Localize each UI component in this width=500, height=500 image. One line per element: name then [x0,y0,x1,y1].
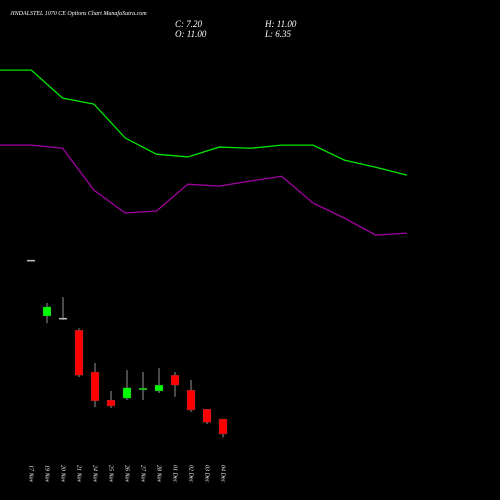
high-info: H: 11.00 [264,19,297,29]
x-tick-label: 27 Nov [140,465,146,483]
candle-body [42,306,52,317]
x-tick-label: 03 Dec [204,465,210,482]
candle-body [106,399,116,407]
x-tick-label: 21 Nov [76,465,82,483]
candle-body [170,375,180,386]
x-tick-label: 02 Dec [188,465,194,482]
candle-body [154,384,164,392]
x-tick-label: 28 Nov [156,465,162,483]
indicator-line [0,69,408,176]
chart-title: JINDALSTEL 1070 CE Options Chart MunafaS… [10,10,147,17]
candle-body [74,330,84,376]
x-tick-label: 19 Nov [44,465,50,483]
x-tick-label: 25 Nov [108,465,114,483]
low-info: L: 6.35 [264,29,292,39]
close-info: C: 7.20 [175,19,203,29]
x-tick-label: 04 Dec [220,465,227,482]
x-tick-label: 17 Nov [28,465,34,483]
candle-body [26,259,36,262]
candle-body [90,371,100,402]
candle-body [186,390,196,411]
x-tick-label: 01 Dec [172,465,178,482]
open-info: O: 11.00 [175,29,207,39]
candle-body [138,388,148,390]
candle-body [218,418,228,435]
candle-body [202,409,212,423]
x-tick-label: 26 Nov [124,465,130,483]
x-tick-label: 20 Nov [60,465,66,483]
candle-body [58,317,68,320]
x-tick-label: 24 Nov [92,465,99,483]
candle-body [122,387,132,399]
indicator-line [0,144,408,236]
